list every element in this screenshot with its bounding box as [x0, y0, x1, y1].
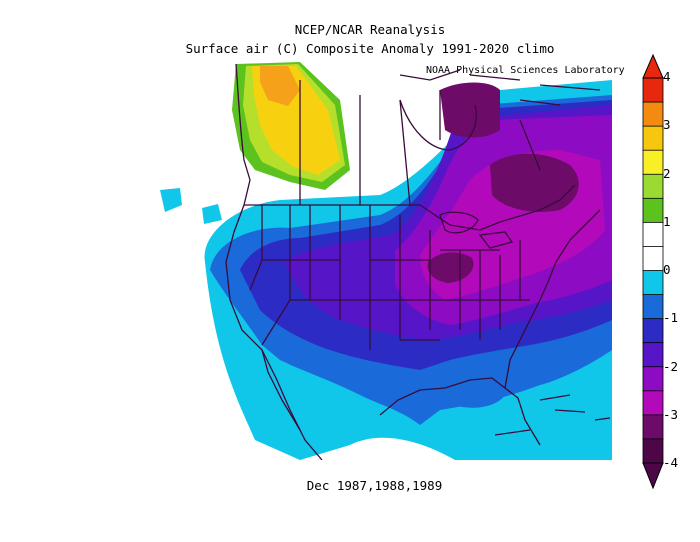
colorbar-segment	[642, 221, 664, 248]
colorbar-segment	[642, 294, 664, 320]
credit-label: NOAA Physical Sciences Laboratory	[426, 65, 625, 76]
map-boundaries	[225, 63, 611, 460]
darkpurple-core-north	[440, 82, 500, 138]
colorbar-segment	[642, 390, 664, 416]
colorbar-tick-label: 4	[663, 69, 671, 84]
colorbar-segment	[642, 246, 664, 272]
colorbar-segment	[642, 414, 664, 440]
cyan-pacific-patch-2	[202, 204, 222, 224]
colorbar-tick-label: -3	[663, 406, 679, 422]
state-lines-central	[369, 205, 440, 350]
colorbar-segment	[642, 270, 664, 296]
colorbar-segment	[642, 197, 664, 224]
colorbar-segment	[642, 77, 664, 103]
caribbean-islands	[494, 394, 611, 436]
colorbar-segment	[642, 101, 664, 128]
colorbar-tick-label: -4	[663, 455, 679, 470]
hudson-bay	[399, 99, 477, 151]
chart-title: NCEP/NCAR Reanalysis	[294, 22, 446, 37]
colorbar-tick-label: -2	[663, 358, 679, 374]
west-coast	[225, 63, 301, 431]
darkpurple-core-east	[490, 153, 579, 212]
mexico-west-coast	[261, 349, 323, 460]
colorbar-bottom-arrow	[642, 462, 664, 490]
colorbar-segment	[642, 438, 664, 464]
colorbar-tick-label: -1	[663, 310, 679, 326]
arctic-islands	[399, 69, 601, 106]
colorbar-tick-label: 2	[663, 165, 671, 181]
state-lines-east	[440, 240, 530, 340]
colorbar-tick-label: 1	[663, 213, 671, 229]
state-lines-west	[249, 205, 370, 346]
gulf-coast	[379, 377, 541, 446]
date-caption: Dec 1987,1988,1989	[306, 478, 443, 493]
east-coast	[504, 209, 601, 389]
cyan-pacific-patch	[160, 188, 182, 212]
colorbar-segment	[642, 149, 664, 176]
canada-provinces	[299, 80, 541, 206]
colorbar-segment	[642, 173, 664, 200]
great-lakes	[439, 211, 514, 249]
colorbar-segment	[642, 125, 664, 152]
darkpurple-core-ohio	[427, 252, 474, 283]
chart-subtitle: Surface air (C) Composite Anomaly 1991-2…	[185, 41, 555, 56]
colorbar-tick-label: 0	[663, 262, 671, 277]
colorbar-segment	[642, 318, 664, 344]
colorbar-segment	[642, 342, 664, 368]
orange-anomaly-field	[260, 66, 300, 106]
colorbar-top-arrow	[642, 53, 664, 79]
colorbar-tick-label: 3	[663, 117, 671, 133]
canada-border	[244, 184, 576, 231]
colorbar-segment	[642, 366, 664, 392]
